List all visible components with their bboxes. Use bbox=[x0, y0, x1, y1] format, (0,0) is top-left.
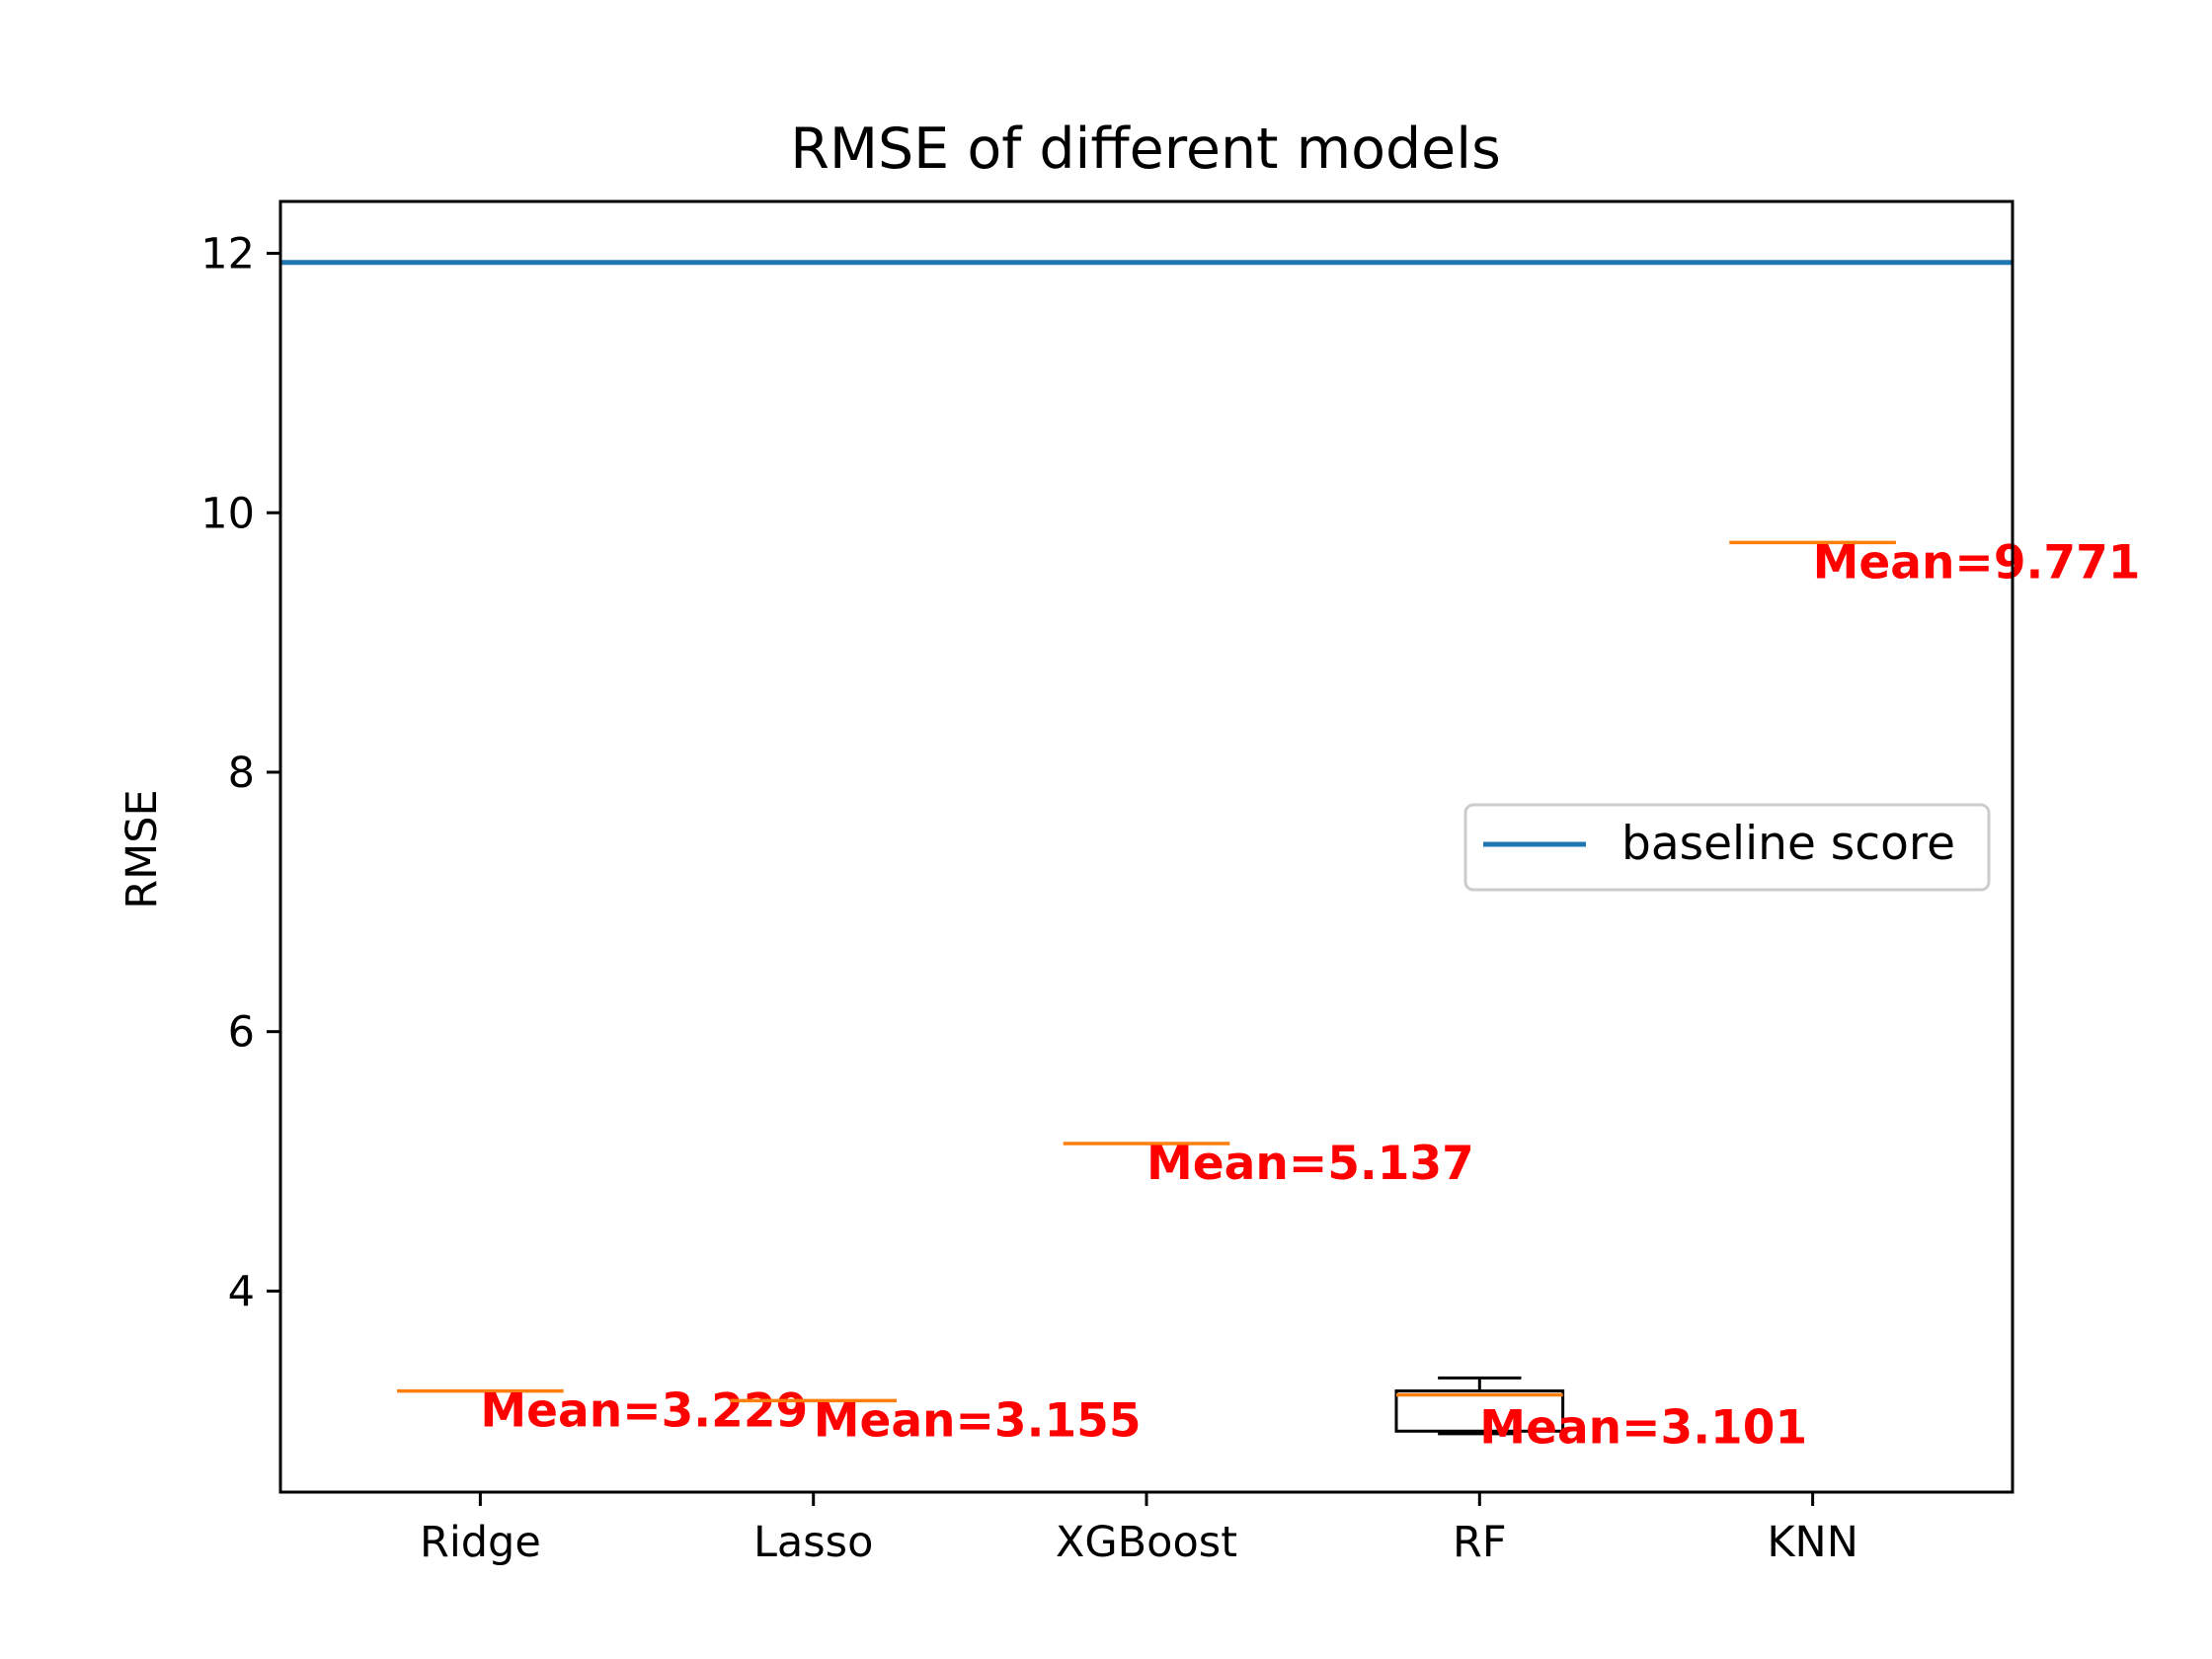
y-axis: 4 6 8 10 12 bbox=[200, 230, 280, 1316]
box-iqr bbox=[1394, 1389, 1565, 1433]
x-tick-label: Lasso bbox=[753, 1518, 873, 1567]
y-tick-label: 8 bbox=[228, 749, 255, 798]
x-tick-label: Ridge bbox=[420, 1518, 541, 1567]
box-lasso: Mean=3.155 bbox=[730, 1393, 1142, 1448]
box-rf: Mean=3.101 bbox=[1394, 1376, 1807, 1455]
box-ridge: Mean=3.229 bbox=[397, 1384, 808, 1439]
legend-label-baseline: baseline score bbox=[1621, 817, 1955, 871]
mean-label: Mean=3.101 bbox=[1479, 1400, 1807, 1455]
x-tick-label: XGBoost bbox=[1056, 1518, 1237, 1567]
box-knn: Mean=9.771 bbox=[1729, 535, 2140, 590]
y-tick-label: 10 bbox=[200, 489, 255, 538]
y-axis-label: RMSE bbox=[118, 789, 167, 908]
chart-title: RMSE of different models bbox=[790, 117, 1501, 182]
y-tick-label: 6 bbox=[228, 1008, 255, 1058]
mean-label: Mean=3.229 bbox=[480, 1384, 808, 1439]
box-xgboost: Mean=5.137 bbox=[1063, 1137, 1474, 1191]
legend: baseline score bbox=[1463, 803, 1991, 892]
mean-label: Mean=9.771 bbox=[1813, 535, 2141, 590]
x-tick-label: RF bbox=[1453, 1518, 1507, 1567]
legend-box bbox=[1463, 803, 1991, 892]
y-tick-label: 12 bbox=[200, 230, 255, 279]
y-tick-label: 4 bbox=[228, 1267, 255, 1316]
x-axis: Ridge Lasso XGBoost RF KNN bbox=[420, 1492, 1858, 1567]
plot-marks: Mean=3.229 Mean=3.155 Mean=5.137 Mean=3.101… bbox=[280, 260, 2140, 1455]
mean-label: Mean=5.137 bbox=[1146, 1137, 1474, 1191]
mean-label: Mean=3.155 bbox=[814, 1393, 1142, 1448]
x-tick-label: KNN bbox=[1767, 1518, 1858, 1567]
